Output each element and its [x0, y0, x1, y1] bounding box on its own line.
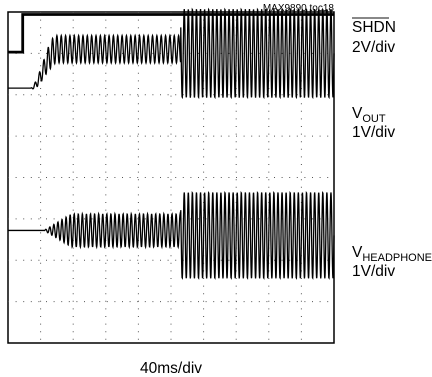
shdn-scale: 2V/div: [352, 39, 395, 56]
traces-group: [8, 7, 335, 280]
channel-label-shdn: SHDN 2V/div: [352, 17, 396, 56]
trace-vout: [8, 7, 335, 100]
vout-name: V: [352, 105, 363, 122]
svg-text:VOUT: VOUT: [352, 105, 386, 125]
vout-scale: 1V/div: [352, 124, 395, 141]
trace-vheadphone: [8, 190, 335, 280]
time-scale-label: 40ms/div: [140, 360, 202, 377]
shdn-name: SHDN: [352, 19, 396, 36]
svg-text:VHEADPHONE: VHEADPHONE: [352, 244, 432, 264]
trace-shdn: [8, 13, 334, 54]
channel-label-vout: VOUT 1V/div: [352, 105, 395, 141]
vheadphone-scale: 1V/div: [352, 263, 395, 280]
vheadphone-name: V: [352, 244, 363, 261]
vheadphone-subscript: HEADPHONE: [362, 252, 432, 264]
channel-label-vheadphone: VHEADPHONE 1V/div: [352, 244, 432, 280]
vout-subscript: OUT: [362, 113, 386, 125]
figure-caption: MAX9890 toc18: [263, 3, 335, 14]
